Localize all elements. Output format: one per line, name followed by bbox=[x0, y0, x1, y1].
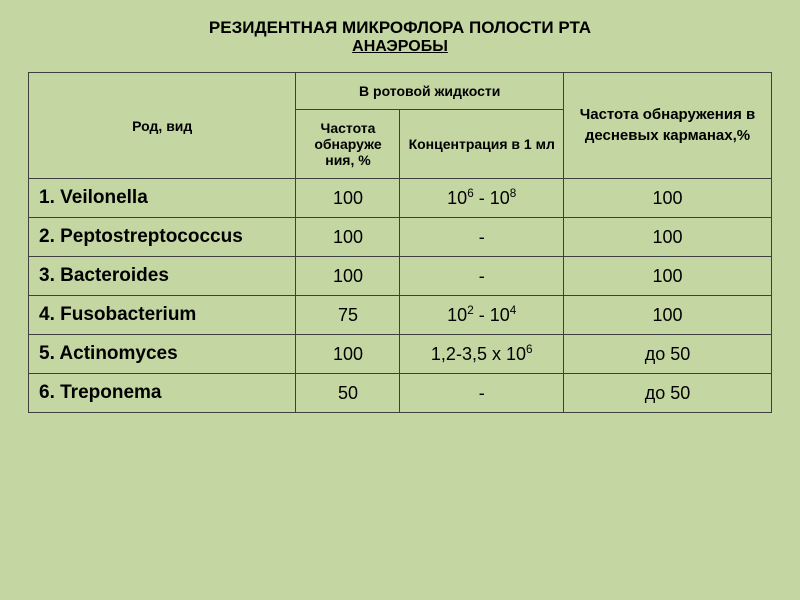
header-row-1: Род, вид В ротовой жидкости Частота обна… bbox=[29, 73, 772, 110]
header-oral-group: В ротовой жидкости bbox=[296, 73, 563, 110]
cell-gingival: 100 bbox=[563, 218, 771, 257]
table-head: Род, вид В ротовой жидкости Частота обна… bbox=[29, 73, 772, 179]
cell-species: 4. Fusobacterium bbox=[29, 296, 296, 335]
table-row: 2. Peptostreptococcus100-100 bbox=[29, 218, 772, 257]
table-row: 5. Actinomyces1001,2-3,5 х 106до 50 bbox=[29, 335, 772, 374]
title-sub: АНАЭРОБЫ bbox=[28, 38, 772, 56]
cell-freq: 100 bbox=[296, 335, 400, 374]
cell-species: 2. Peptostreptococcus bbox=[29, 218, 296, 257]
cell-conc: 102 - 104 bbox=[400, 296, 563, 335]
header-conc: Концентрация в 1 мл bbox=[400, 110, 563, 179]
table-body: 1. Veilonella100106 - 1081002. Peptostre… bbox=[29, 179, 772, 413]
cell-gingival: до 50 bbox=[563, 374, 771, 413]
title-block: РЕЗИДЕНТНАЯ МИКРОФЛОРА ПОЛОСТИ РТА АНАЭР… bbox=[28, 18, 772, 56]
title-main: РЕЗИДЕНТНАЯ МИКРОФЛОРА ПОЛОСТИ РТА bbox=[28, 18, 772, 38]
cell-gingival: 100 bbox=[563, 179, 771, 218]
table-row: 4. Fusobacterium75102 - 104100 bbox=[29, 296, 772, 335]
header-freq: Частота обнаруже ния, % bbox=[296, 110, 400, 179]
cell-conc: 1,2-3,5 х 106 bbox=[400, 335, 563, 374]
cell-freq: 100 bbox=[296, 179, 400, 218]
cell-species: 6. Treponema bbox=[29, 374, 296, 413]
cell-gingival: до 50 bbox=[563, 335, 771, 374]
cell-gingival: 100 bbox=[563, 296, 771, 335]
cell-conc: - bbox=[400, 218, 563, 257]
table-row: 6. Treponema50-до 50 bbox=[29, 374, 772, 413]
cell-gingival: 100 bbox=[563, 257, 771, 296]
cell-freq: 75 bbox=[296, 296, 400, 335]
cell-freq: 100 bbox=[296, 218, 400, 257]
header-gingival: Частота обнаружения в десневых карманах,… bbox=[563, 73, 771, 179]
cell-conc: - bbox=[400, 374, 563, 413]
cell-species: 5. Actinomyces bbox=[29, 335, 296, 374]
microflora-table: Род, вид В ротовой жидкости Частота обна… bbox=[28, 72, 772, 413]
header-species: Род, вид bbox=[29, 73, 296, 179]
cell-freq: 100 bbox=[296, 257, 400, 296]
cell-conc: - bbox=[400, 257, 563, 296]
table-row: 3. Bacteroides100-100 bbox=[29, 257, 772, 296]
slide-container: РЕЗИДЕНТНАЯ МИКРОФЛОРА ПОЛОСТИ РТА АНАЭР… bbox=[0, 0, 800, 600]
table-row: 1. Veilonella100106 - 108100 bbox=[29, 179, 772, 218]
cell-freq: 50 bbox=[296, 374, 400, 413]
cell-species: 1. Veilonella bbox=[29, 179, 296, 218]
cell-conc: 106 - 108 bbox=[400, 179, 563, 218]
cell-species: 3. Bacteroides bbox=[29, 257, 296, 296]
